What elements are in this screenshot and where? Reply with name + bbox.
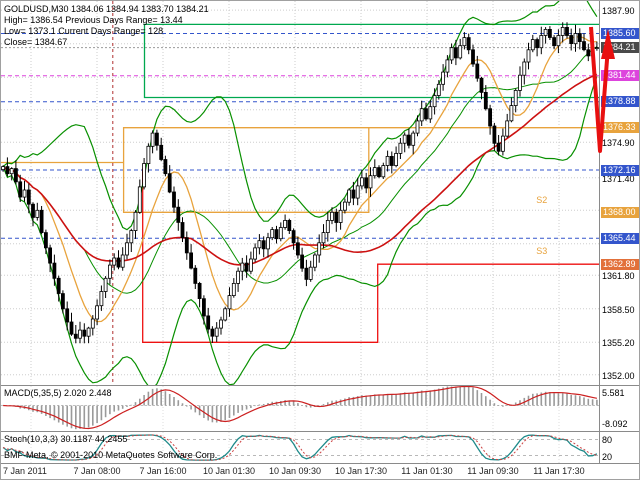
time-axis-label: 10 Jan 17:30 — [334, 466, 388, 476]
price-axis-label: 1355.20 — [602, 338, 635, 349]
copyright-text: BMF-Meta, © 2001-2010 MetaQuotes Softwar… — [4, 450, 218, 460]
macd-indicator-label: MACD(5,35,5) 2.020 2.448 — [4, 388, 112, 398]
time-axis-label: 7 Jan 2011 — [3, 466, 47, 476]
macd-axis-top-value: 5.581 — [602, 388, 625, 398]
price-level-badge: 1368.00 — [601, 206, 639, 218]
price-level-badge: 1381.44 — [601, 70, 639, 82]
stoch-level-label: 20 — [602, 451, 613, 462]
high-range-line: High= 1386.54 Previous Days Range= 13.44 — [4, 15, 183, 25]
stochastic-indicator-label: Stoch(10,3,3) 30.1187 44.2455 — [4, 434, 128, 444]
time-axis-label: 7 Jan 16:00 — [139, 466, 187, 476]
price-axis-label: 1387.90 — [602, 6, 635, 17]
stochastic-axis: 80 20 — [601, 432, 639, 463]
price-level-badge: 1376.33 — [601, 122, 639, 134]
time-axis-label: 11 Jan 01:30 — [401, 466, 453, 476]
macd-axis: 5.581 -8.092 — [601, 386, 639, 431]
symbol-ohlc-line: GOLDUSD,M30 1384.06 1384.94 1383.70 1384… — [4, 4, 209, 14]
pivot-label-s2: S2 — [536, 195, 547, 205]
pane-separator — [1, 463, 639, 464]
price-level-badge: 1362.89 — [601, 258, 639, 270]
stochastic-pane[interactable] — [1, 432, 599, 463]
time-axis-label: 10 Jan 01:30 — [202, 466, 256, 476]
price-axis[interactable]: 1387.90 1374.90 1371.40 1361.80 1358.50 1355.… — [601, 1, 639, 385]
price-level-badge: 1385.60 — [601, 28, 639, 39]
time-axis-label: 10 Jan 09:30 — [268, 466, 322, 476]
pane-separator[interactable] — [1, 431, 639, 432]
price-chart-pane[interactable]: S2 S3 — [1, 1, 599, 390]
low-range-line: Low= 1373.1 Current Days Range= 128 — [4, 26, 164, 36]
time-axis-label: 7 Jan 08:00 — [73, 466, 121, 476]
price-axis-label: 1374.90 — [602, 138, 635, 149]
price-level-badge: 1365.44 — [601, 232, 639, 244]
axis-separator — [599, 1, 600, 463]
price-axis-label: 1371.40 — [602, 173, 635, 184]
price-axis-label: 1352.00 — [602, 370, 635, 381]
pivot-label-s3: S3 — [536, 246, 547, 256]
time-axis[interactable]: 7 Jan 2011 7 Jan 08:00 7 Jan 16:00 10 Jan 0… — [1, 464, 639, 479]
stoch-level-label: 80 — [602, 435, 613, 446]
macd-pane[interactable] — [1, 385, 599, 431]
price-level-badge: 1378.88 — [601, 96, 639, 108]
price-level-badge: 1372.16 — [601, 164, 639, 176]
price-level-badge: 1384.21 — [601, 42, 639, 54]
macd-axis-bottom-value: -8.092 — [602, 419, 628, 429]
close-line: Close= 1384.67 — [4, 37, 68, 47]
time-axis-label: 11 Jan 17:30 — [533, 466, 585, 476]
price-axis-label: 1361.80 — [602, 271, 635, 282]
pane-separator[interactable] — [1, 385, 639, 386]
time-axis-label: 11 Jan 09:30 — [467, 466, 519, 476]
price-axis-label: 1358.50 — [602, 304, 635, 315]
